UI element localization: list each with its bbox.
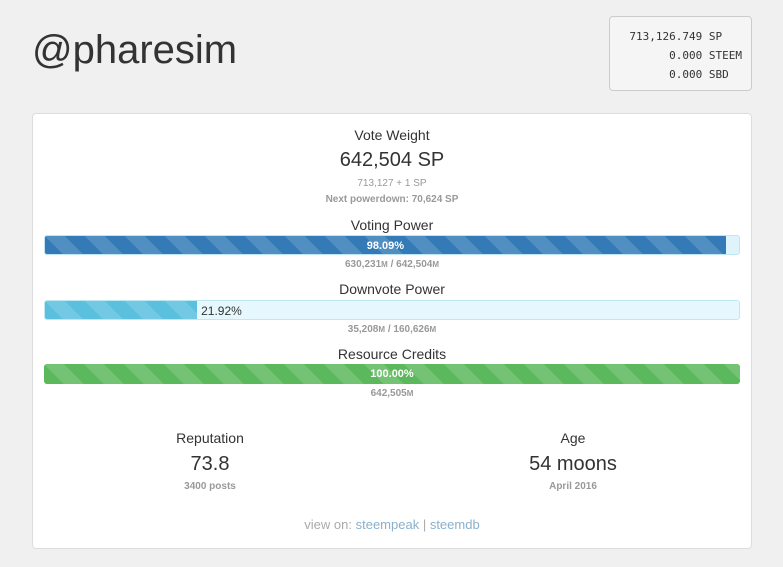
steemdb-link[interactable]: steemdb (429, 517, 480, 532)
voting-power-percent: 98.09% (366, 240, 405, 252)
downvote-power-unit-a: M (378, 325, 386, 334)
voting-power-detail: 630,231M / 642,504M (33, 259, 751, 270)
balance-sp-int: 713,126 (629, 30, 676, 43)
age-value: 54 moons (529, 453, 617, 475)
downvote-power-percent: 21.92% (201, 304, 242, 318)
balance-sp: 713,126.749 SP (610, 27, 742, 46)
resource-credits-percent: 100.00% (370, 368, 414, 380)
voting-power-max: 642,504 (396, 259, 433, 270)
balance-steem-dec: .000 (675, 49, 703, 62)
resource-credits-fill (44, 364, 740, 384)
vote-weight-value: 642,504 SP (339, 149, 445, 171)
resource-credits-current: 642,505 (370, 388, 407, 399)
balance-steem-unit: STEEM (708, 49, 742, 62)
view-on-prefix: view on: (304, 517, 356, 532)
balance-steem-int: 0 (669, 49, 676, 62)
age-label: Age (560, 430, 586, 446)
resource-credits-unit: M (406, 389, 414, 398)
vote-weight-sub1: 713,127 + 1 SP (357, 178, 427, 189)
voting-power-bar: 98.09% (44, 235, 740, 255)
balance-sp-unit: SP (708, 30, 723, 43)
voting-power-sep: / (387, 259, 397, 270)
voting-power-unit-b: M (432, 260, 439, 269)
age-since: April 2016 (549, 481, 597, 492)
balance-sbd: 0.000 SBD (610, 65, 742, 84)
reputation-value: 73.8 (190, 453, 230, 475)
reputation-block: Reputation 73.8 3400 posts (40, 430, 380, 492)
balance-steem: 0.000 STEEM (610, 46, 742, 65)
resource-credits-label: Resource Credits (337, 346, 447, 362)
downvote-power-unit-b: M (429, 325, 437, 334)
downvote-power-current: 35,208 (347, 324, 379, 335)
voting-power-current: 630,231 (345, 259, 382, 270)
stats-card: Vote Weight 642,504 SP 713,127 + 1 SP Ne… (32, 113, 752, 549)
downvote-power-fill (45, 301, 198, 319)
voting-power-label: Voting Power (350, 217, 434, 233)
downvote-power-sep: / (385, 324, 394, 335)
resource-credits-bar: 100.00% (44, 364, 740, 384)
voting-power-fill (45, 236, 726, 254)
links-separator: | (419, 517, 430, 532)
balances-panel: 713,126.749 SP 0.000 STEEM 0.000 SBD (609, 16, 752, 91)
downvote-power-label: Downvote Power (339, 281, 445, 297)
voting-power-unit-a: M (381, 260, 388, 269)
balance-sbd-int: 0 (669, 68, 676, 81)
reputation-posts: 3400 posts (184, 481, 236, 492)
downvote-power-max: 160,626 (393, 324, 430, 335)
downvote-power-bar: 21.92% (44, 300, 740, 320)
vote-weight-sub2: Next powerdown: 70,624 SP (325, 194, 459, 205)
vote-weight-label: Vote Weight (354, 127, 430, 143)
downvote-power-detail: 35,208M / 160,626M (33, 324, 751, 335)
view-on-links: view on: steempeak | steemdb (33, 517, 751, 532)
resource-credits-detail: 642,505M (33, 388, 751, 399)
steempeak-link[interactable]: steempeak (355, 517, 420, 532)
page-title: @pharesim (32, 28, 238, 72)
balance-sp-dec: .749 (675, 30, 703, 43)
age-block: Age 54 moons April 2016 (403, 430, 743, 492)
balance-sbd-unit: SBD (708, 68, 729, 81)
balance-sbd-dec: .000 (675, 68, 703, 81)
reputation-label: Reputation (176, 430, 244, 446)
